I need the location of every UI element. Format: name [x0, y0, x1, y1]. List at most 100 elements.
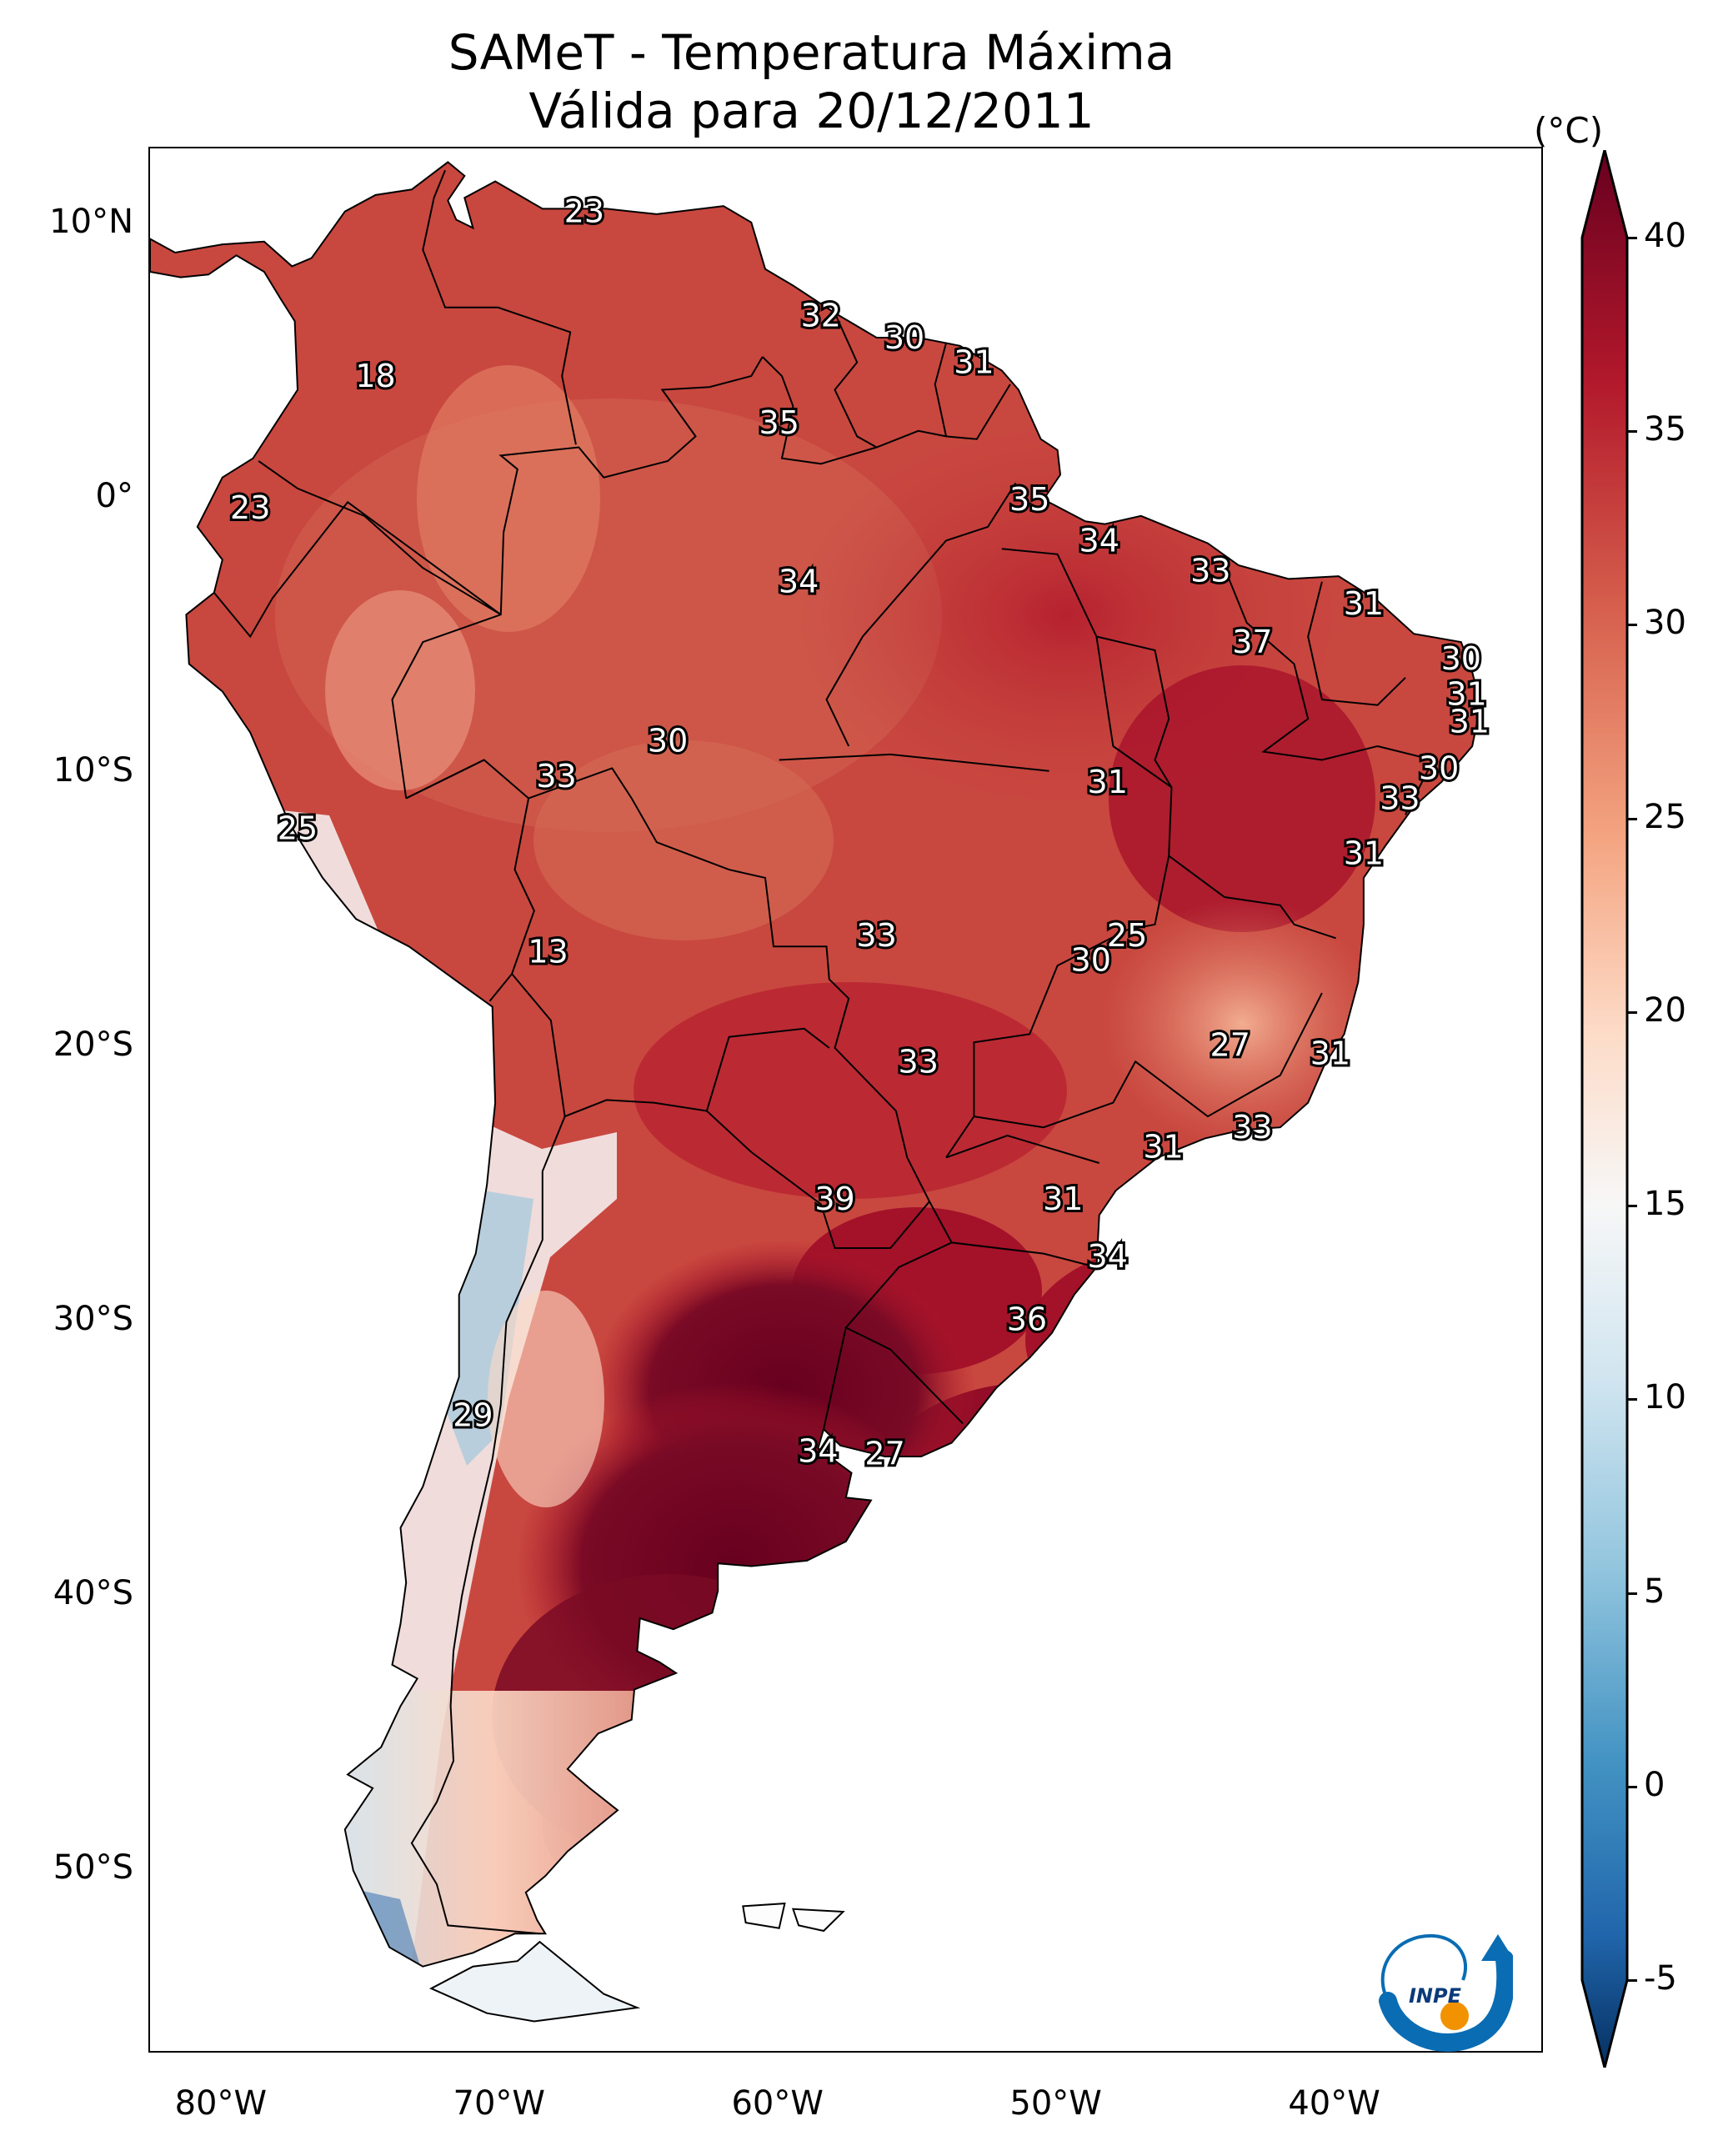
border-line-11	[488, 973, 513, 1002]
colorbar-tick-mark	[1627, 1592, 1637, 1595]
border-line-8	[213, 500, 502, 639]
tierra-del-fuego-shape	[429, 1940, 641, 2023]
temperature-label: 31	[1446, 676, 1486, 713]
border-line-18	[1168, 855, 1336, 940]
falkland-island-1	[791, 1908, 845, 1933]
border-line-16	[779, 753, 1049, 772]
latitude-tick: 20°S	[53, 1025, 133, 1064]
temperature-label: 31	[1043, 1181, 1083, 1217]
temperature-label: 31	[1088, 764, 1128, 800]
latitude-tick: 50°S	[53, 1848, 133, 1887]
colorbar-scale	[1580, 150, 1629, 2068]
border-line-6	[405, 759, 485, 800]
longitude-tick: 70°W	[453, 2084, 545, 2123]
temperature-label: 30	[1419, 750, 1459, 786]
inpe-logo: INPE	[1379, 1933, 1513, 2052]
temperature-label: 25	[1107, 917, 1147, 954]
temperature-label: 23	[564, 193, 604, 230]
temperature-label: 25	[278, 810, 318, 847]
temperature-label: 31	[1344, 835, 1384, 871]
border-line-0	[405, 759, 930, 1202]
temperature-label: 32	[801, 298, 841, 334]
latitude-tick: 10°S	[53, 750, 133, 790]
border-line-20	[1307, 581, 1406, 706]
temperature-label: 34	[779, 564, 819, 600]
temperature-label: 31	[1143, 1128, 1183, 1165]
longitude-tick: 50°W	[1009, 2084, 1102, 2123]
temperature-label: 29	[453, 1397, 493, 1434]
country-borders	[213, 169, 1435, 1935]
colorbar-tick-label: 20	[1644, 990, 1686, 1030]
temperature-label: 27	[864, 1436, 904, 1472]
temperature-label: 34	[798, 1432, 838, 1469]
tierra-del-fuego	[429, 1940, 641, 2023]
border-line-17	[1096, 635, 1173, 788]
temperature-label: 33	[536, 758, 576, 795]
temperature-label: 27	[1210, 1027, 1250, 1064]
colorbar-tick-label: 35	[1644, 410, 1686, 449]
colorbar-tick-label: 40	[1644, 217, 1686, 255]
temperature-label: 23	[230, 489, 270, 526]
temperature-label: 33	[1380, 780, 1420, 817]
temperature-label: 30	[1071, 942, 1111, 979]
temperature-label: 31	[1344, 585, 1384, 622]
temperature-label: 30	[884, 319, 924, 356]
colorbar-tick-mark	[1627, 1785, 1637, 1788]
temperature-label: 39	[814, 1181, 854, 1217]
border-line-21	[1377, 745, 1435, 815]
temperature-label: 37	[1232, 624, 1272, 660]
colorbar-tick-mark	[1627, 624, 1637, 627]
temperature-label: 31	[1450, 703, 1490, 740]
colorbar-tick-label: 5	[1644, 1572, 1665, 1611]
colorbar-tick-label: 10	[1644, 1378, 1686, 1417]
colorbar-tick-mark	[1627, 1979, 1637, 1982]
longitude-tick: 60°W	[731, 2084, 824, 2123]
map-panel: 23 18 23 32 30 31 35 35 34 34 33 31 37 30 31 31 30 33 31 30…	[148, 147, 1543, 2053]
longitude-tick: 40°W	[1288, 2084, 1380, 2123]
temperature-label: 31	[954, 344, 994, 381]
colorbar-tick-mark	[1627, 817, 1637, 820]
border-line-1	[844, 1201, 964, 1425]
border-line-7	[258, 460, 502, 616]
border-line-12	[410, 1116, 566, 1935]
temperature-label: 31	[1310, 1035, 1350, 1071]
map-title: SAMeT - Temperatura Máxima	[448, 24, 1175, 81]
colorbar-unit: (°C)	[1534, 110, 1604, 151]
latitude-tick: 30°S	[53, 1299, 133, 1338]
temperature-label: 18	[355, 358, 395, 394]
colorbar-tick-label: 0	[1644, 1765, 1665, 1804]
temperature-label: 30	[648, 723, 688, 760]
border-line-5	[934, 343, 947, 437]
colorbar-tick-mark	[1627, 1398, 1637, 1401]
land-mass	[150, 161, 1482, 1968]
colorbar-tick-mark	[1627, 1205, 1637, 1208]
border-line-24	[945, 1135, 1099, 1164]
colorbar-tick-label: 15	[1644, 1185, 1686, 1224]
temperature-label: 33	[1190, 553, 1230, 589]
temperature-label: 33	[899, 1043, 939, 1080]
border-line-10	[510, 798, 830, 1118]
colorbar-tick-mark	[1627, 430, 1637, 434]
border-line-3	[761, 356, 1011, 465]
longitude-tick: 80°W	[174, 2084, 268, 2123]
border-line-19	[1224, 567, 1378, 761]
border-line-22	[974, 992, 1323, 1129]
temperature-label: 13	[528, 934, 568, 970]
falkland-island-0	[742, 1903, 786, 1929]
colorbar-tick-mark	[1627, 237, 1637, 239]
latitude-tick: 0°	[95, 477, 133, 516]
colorbar	[1580, 150, 1629, 2068]
colorbar-tick-label: -5	[1644, 1959, 1677, 1998]
logo-text: INPE	[1409, 1984, 1462, 2008]
border-line-14	[945, 548, 1173, 1158]
latitude-tick: 40°S	[53, 1573, 133, 1612]
colorbar-tick-label: 25	[1644, 797, 1686, 836]
temperature-label: 33	[856, 917, 896, 954]
temperature-label: 35	[1009, 481, 1049, 518]
temperature-label: 34	[1088, 1238, 1128, 1275]
falkland-islands	[742, 1903, 845, 1933]
latitude-tick: 10°N	[49, 203, 133, 242]
temperature-label: 30	[1441, 640, 1481, 677]
